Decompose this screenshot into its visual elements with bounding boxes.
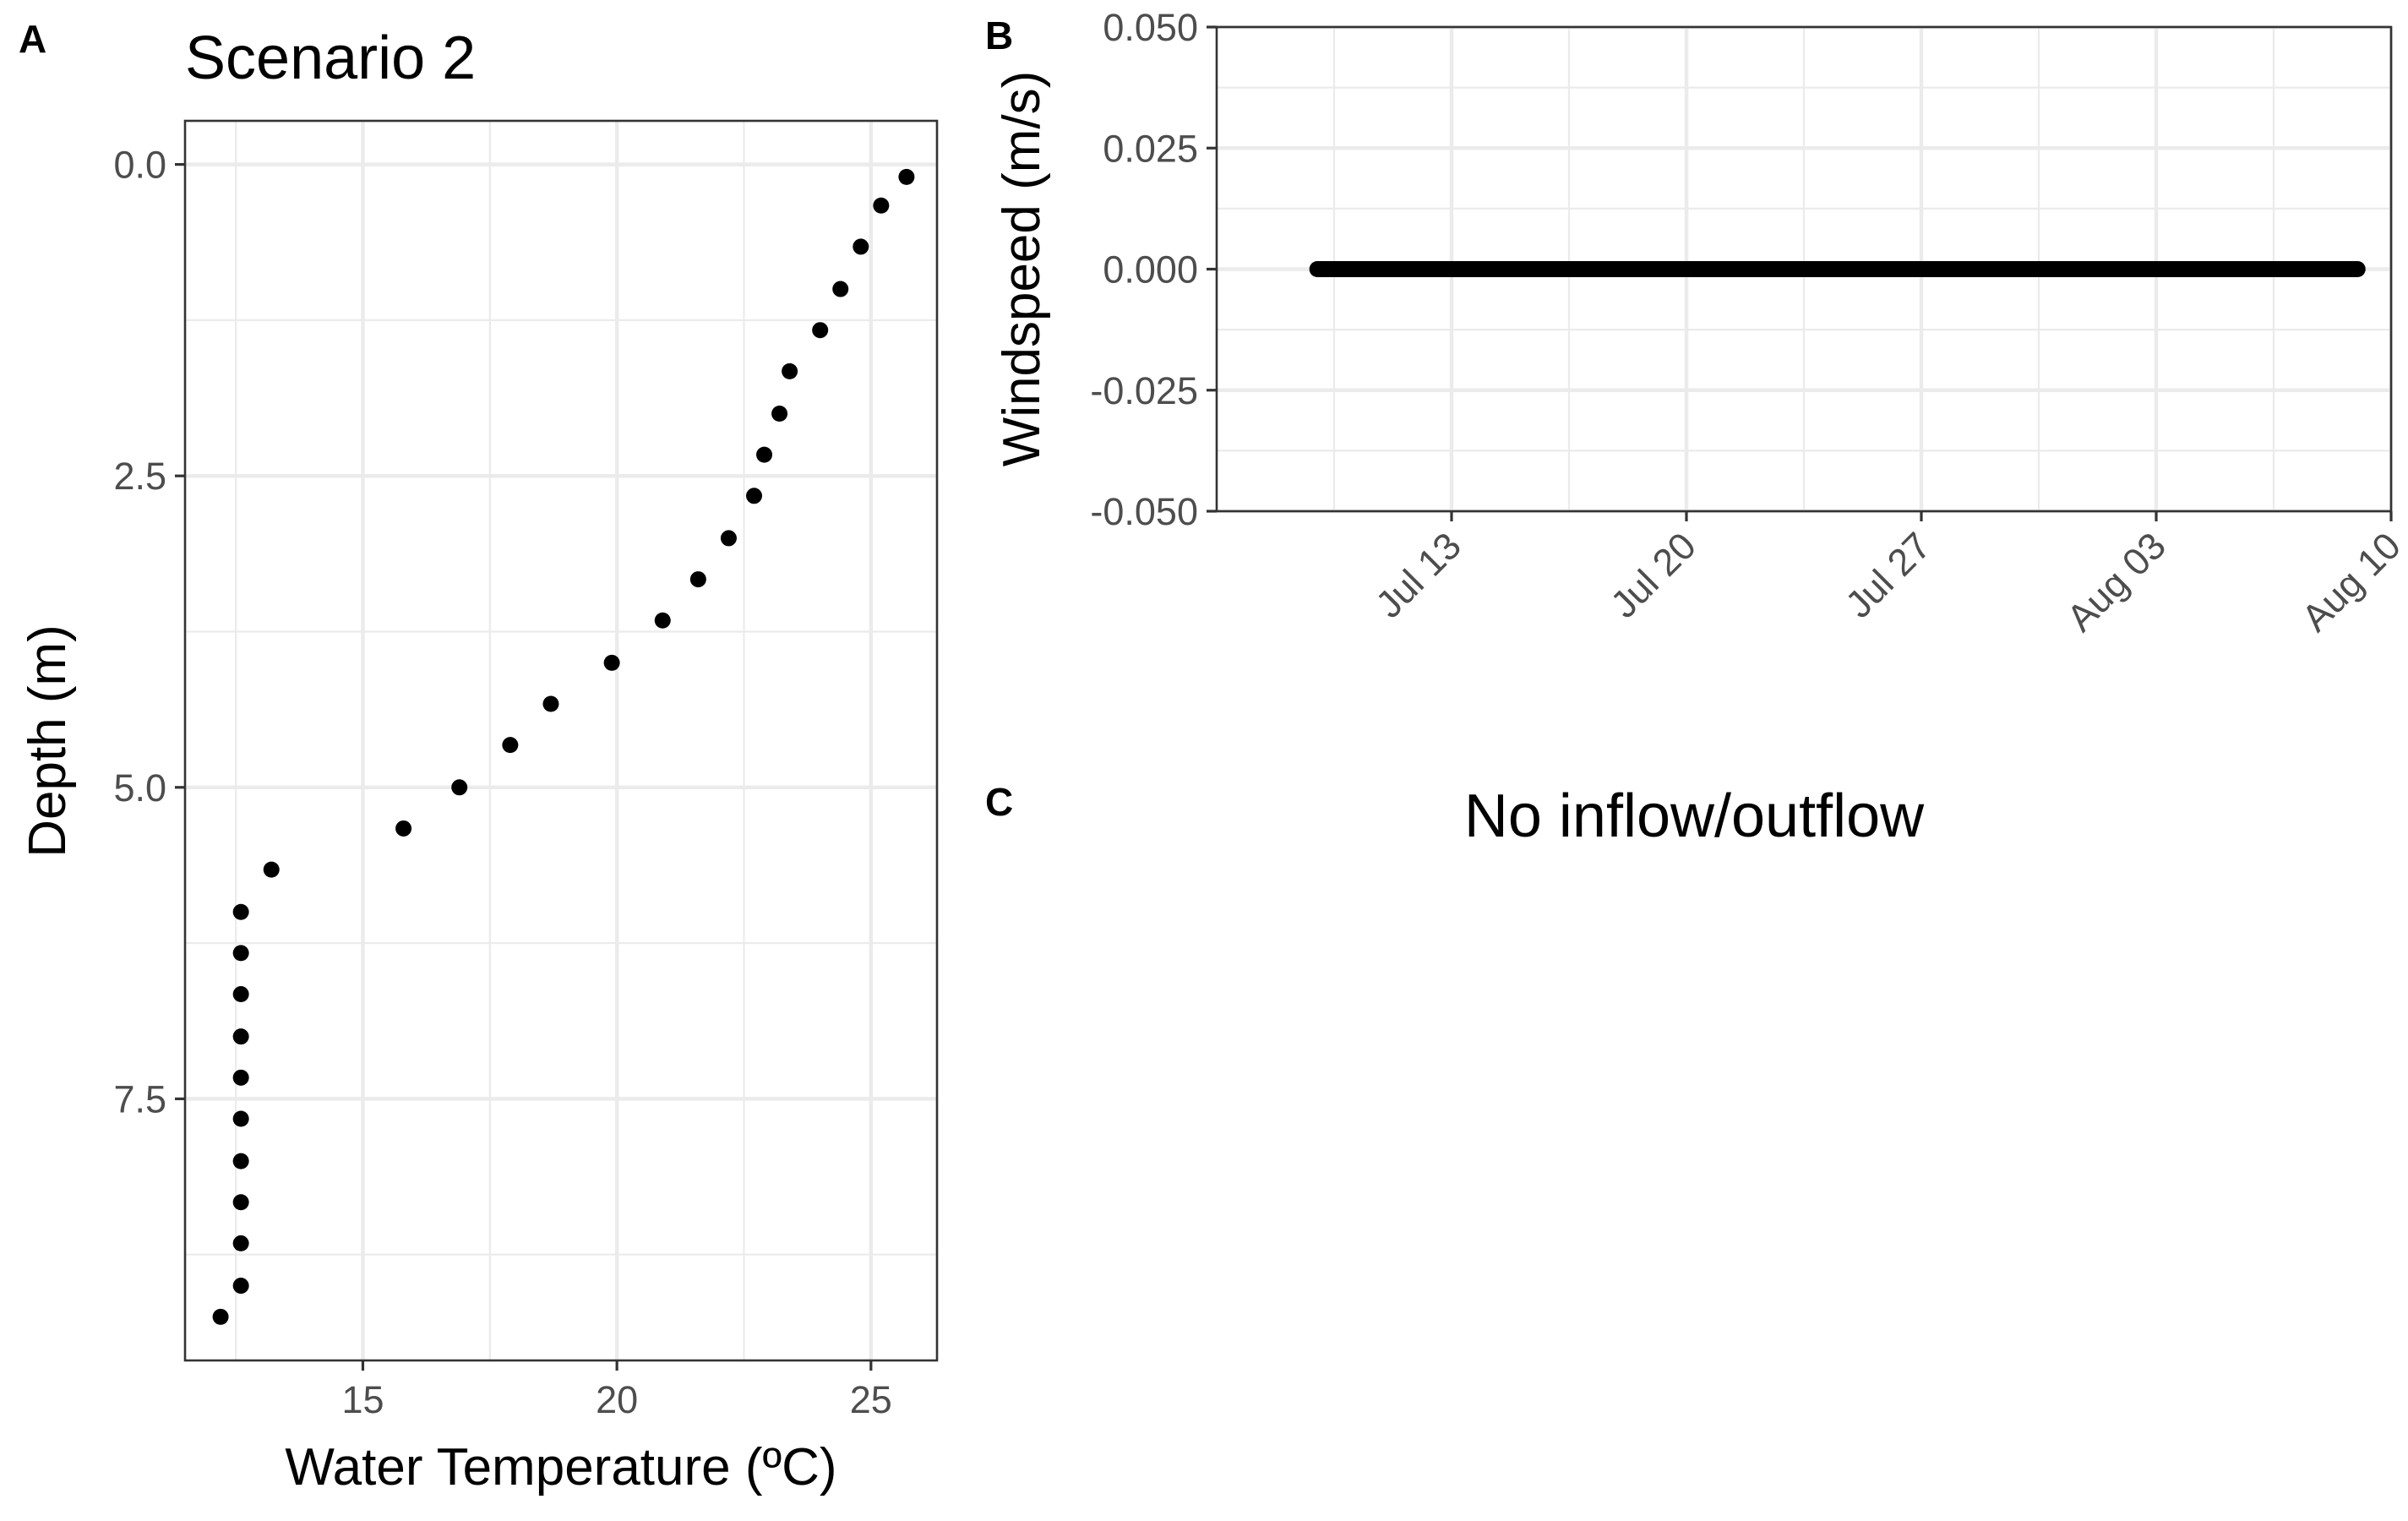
- panel-a-data-point: [603, 654, 620, 671]
- panel-b-x-tick-label: Jul 20: [1602, 524, 1704, 626]
- panel-a-y-tick-label: 2.5: [113, 455, 166, 498]
- panel-b-letter: B: [985, 14, 1013, 57]
- panel-c-letter: C: [985, 780, 1013, 824]
- panel-a-data-point: [232, 986, 249, 1003]
- panel-a-ticks: 15 20 25 0.0 2.5 5.0 7.5: [113, 144, 891, 1421]
- panel-a-x-tick-label: 15: [341, 1378, 384, 1421]
- panel-a-major-gridlines: [185, 121, 937, 1360]
- panel-a-data-point: [853, 238, 869, 255]
- panel-a-data-point: [746, 488, 763, 504]
- panel-a-data-point: [451, 779, 468, 796]
- panel-a-title: Scenario 2: [185, 25, 476, 92]
- panel-a-data-point: [782, 363, 798, 379]
- panel-a-x-tick-label: 25: [850, 1378, 892, 1421]
- panel-a-frame: [183, 119, 939, 1362]
- panel-a-data-point: [232, 1153, 249, 1169]
- panel-b-y-tick-label: 0.000: [1103, 248, 1198, 292]
- panel-b-y-tick-label: -0.050: [1090, 490, 1198, 533]
- panel-a-data-point: [654, 612, 671, 629]
- panel-b-x-tick-label: Jul 27: [1837, 524, 1939, 626]
- panel-a-data-point: [263, 861, 280, 878]
- panel-a-data-point: [232, 1194, 249, 1211]
- panel-a-x-tick-label: 20: [596, 1378, 638, 1421]
- panel-a-data-point: [832, 281, 849, 297]
- panel-a-data-point: [232, 903, 249, 920]
- panel-a-minor-gridlines: [185, 121, 937, 1360]
- panel-b-x-tick-label: Jul 13: [1367, 524, 1469, 626]
- panel-a-data-point: [502, 737, 519, 754]
- panel-a-data-point: [232, 945, 249, 962]
- panel-a-data-point: [873, 197, 890, 214]
- panel-b-y-tick-label: 0.025: [1103, 127, 1198, 170]
- panel-a-data-point: [898, 168, 915, 185]
- panel-a-data-point: [212, 1308, 229, 1325]
- panel-a-y-tick-label: 5.0: [113, 766, 166, 810]
- panel-a-data-point: [232, 1278, 249, 1295]
- panel-a-chart: 15 20 25 0.0 2.5 5.0 7.5 Scenario 2 Water Temp…: [19, 25, 939, 1496]
- panel-b-y-axis-title: Windspeed (m/s): [993, 71, 1051, 467]
- panel-a-x-axis-title: Water Temperature (ºC): [285, 1438, 836, 1496]
- panel-a-data-point: [812, 322, 829, 339]
- panel-a-data-point: [542, 695, 559, 712]
- panel-a-data-point: [232, 1069, 249, 1086]
- panel-b-y-tick-label: 0.050: [1103, 6, 1198, 49]
- panel-b-x-tick-label: Aug 10: [2293, 524, 2408, 640]
- panel-a-y-tick-label: 7.5: [113, 1077, 166, 1120]
- panel-a-data-point: [232, 1028, 249, 1045]
- panel-a-data-point: [232, 1110, 249, 1127]
- panel-c-text: No inflow/outflow: [1464, 782, 1925, 850]
- panel-b-x-tick-label: Aug 03: [2058, 524, 2174, 640]
- panel-a-points: [212, 168, 915, 1325]
- panel-b-chart: Jul 13 Jul 20 Jul 27 Aug 03 Aug 10 -0.050 -0.0…: [993, 6, 2408, 640]
- panel-a-data-point: [689, 571, 706, 588]
- panel-a-data-point: [232, 1235, 249, 1251]
- panel-b-y-tick-label: -0.025: [1090, 369, 1198, 412]
- panel-a-data-point: [395, 820, 412, 837]
- panel-a-data-point: [756, 446, 773, 463]
- panel-b-ticks: Jul 13 Jul 20 Jul 27 Aug 03 Aug 10 -0.050 -0.0…: [1090, 6, 2408, 640]
- panel-a-data-point: [771, 405, 788, 422]
- panel-a-letter: A: [19, 17, 46, 61]
- panel-a-y-tick-label: 0.0: [113, 144, 166, 187]
- panel-a-y-axis-title: Depth (m): [19, 624, 77, 858]
- panel-a-data-point: [720, 530, 737, 547]
